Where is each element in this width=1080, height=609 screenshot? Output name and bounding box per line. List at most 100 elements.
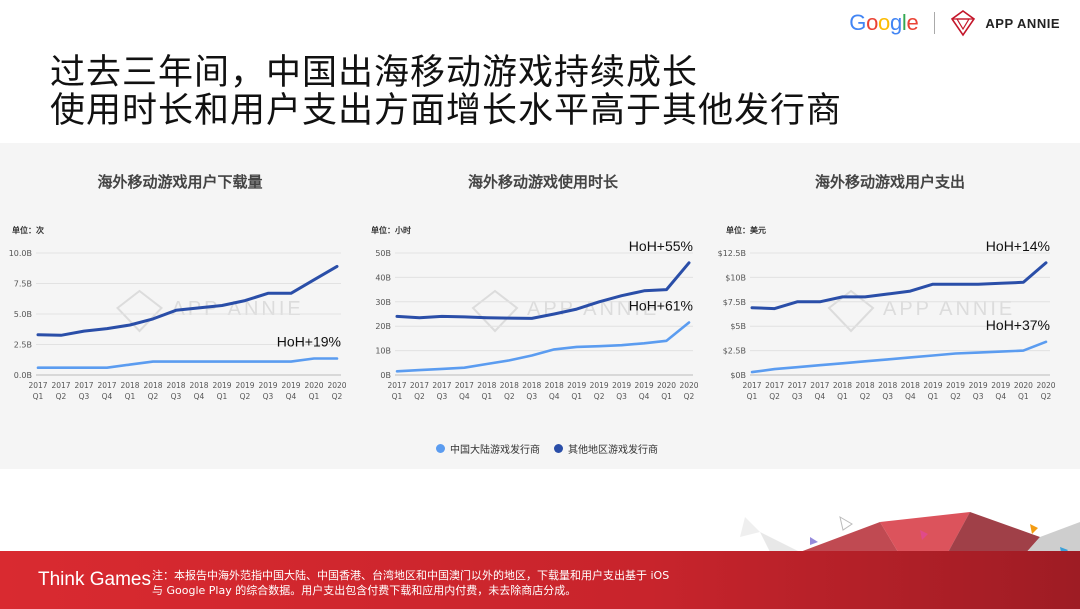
x-tick-label-year: 2018 bbox=[545, 381, 564, 390]
x-tick-label-year: 2020 bbox=[1014, 381, 1033, 390]
x-tick-label-year: 2017 bbox=[455, 381, 474, 390]
x-tick-label-quarter: Q3 bbox=[79, 392, 90, 401]
legend-label-china: 中国大陆游戏发行商 bbox=[450, 445, 540, 456]
x-tick-label-year: 2019 bbox=[635, 381, 654, 390]
x-tick-label-quarter: Q1 bbox=[1018, 392, 1029, 401]
chart-title: 海外移动游戏用户支出 bbox=[815, 173, 965, 191]
chart-annotation: HoH+55% bbox=[629, 238, 693, 254]
x-tick-label-quarter: Q3 bbox=[882, 392, 893, 401]
y-tick-label: 50B bbox=[375, 249, 391, 258]
x-tick-label-year: 2017 bbox=[788, 381, 807, 390]
chart-title: 海外移动游戏用户下载量 bbox=[97, 173, 262, 191]
x-tick-label-year: 2018 bbox=[143, 381, 162, 390]
google-logo: Google bbox=[849, 10, 918, 36]
x-tick-label-quarter: Q1 bbox=[747, 392, 758, 401]
x-tick-label-year: 2017 bbox=[51, 381, 70, 390]
chart-annotation: HoH+14% bbox=[986, 238, 1050, 254]
chart-unit-label: 单位：美元 bbox=[726, 225, 766, 235]
x-tick-label-quarter: Q2 bbox=[684, 392, 695, 401]
y-tick-label: 2.5B bbox=[14, 341, 32, 350]
x-tick-label-quarter: Q4 bbox=[286, 392, 297, 401]
google-logo-letter: o bbox=[878, 10, 890, 35]
x-tick-label-year: 2019 bbox=[946, 381, 965, 390]
x-tick-label-quarter: Q2 bbox=[240, 392, 251, 401]
y-tick-label: $7.5B bbox=[723, 298, 746, 307]
footer-note: 注：本报告中海外范指中国大陆、中国香港、台湾地区和中国澳门以外的地区，下载量和用… bbox=[152, 568, 752, 598]
x-tick-label-quarter: Q3 bbox=[616, 392, 627, 401]
x-tick-label-quarter: Q4 bbox=[549, 392, 560, 401]
y-tick-label: 30B bbox=[375, 298, 391, 307]
x-tick-label-quarter: Q2 bbox=[1041, 392, 1052, 401]
x-tick-label-year: 2019 bbox=[567, 381, 586, 390]
title-line-1: 过去三年间，中国出海移动游戏持续成长 bbox=[50, 53, 699, 93]
y-tick-label: $10B bbox=[725, 273, 746, 282]
x-tick-label-quarter: Q1 bbox=[928, 392, 939, 401]
logo-divider bbox=[934, 12, 936, 34]
series-line-other bbox=[750, 261, 1048, 311]
footer-brand: Think Games bbox=[38, 569, 151, 590]
x-tick-label-quarter: Q1 bbox=[33, 392, 44, 401]
x-tick-label-year: 2019 bbox=[969, 381, 988, 390]
x-tick-label-quarter: Q1 bbox=[571, 392, 582, 401]
x-tick-label-year: 2019 bbox=[235, 381, 254, 390]
x-tick-label-quarter: Q1 bbox=[309, 392, 320, 401]
watermark-text: APP ANNIE bbox=[883, 298, 1015, 320]
x-tick-label-year: 2020 bbox=[657, 381, 676, 390]
x-tick-label-year: 2017 bbox=[432, 381, 451, 390]
y-tick-label: 20B bbox=[375, 322, 391, 331]
x-tick-label-quarter: Q1 bbox=[837, 392, 848, 401]
x-tick-label-quarter: Q2 bbox=[148, 392, 159, 401]
x-tick-label-year: 2018 bbox=[120, 381, 139, 390]
footer-note-line-2: 与 Google Play 的综合数据。用户支出包含付费下载和应用内付费，未去除… bbox=[152, 584, 577, 597]
x-tick-label-quarter: Q4 bbox=[905, 392, 916, 401]
title-line-2: 使用时长和用户支出方面增长水平高于其他发行商 bbox=[50, 91, 843, 131]
x-tick-label-year: 2019 bbox=[612, 381, 631, 390]
x-tick-label-year: 2017 bbox=[97, 381, 116, 390]
x-tick-label-quarter: Q2 bbox=[950, 392, 961, 401]
legend-item-other: 其他地区游戏发行商 bbox=[554, 441, 658, 456]
x-tick-label-quarter: Q2 bbox=[332, 392, 343, 401]
x-tick-label-year: 2020 bbox=[304, 381, 323, 390]
x-tick-label-quarter: Q3 bbox=[171, 392, 182, 401]
watermark-logo-icon bbox=[471, 289, 519, 333]
chart-title: 海外移动游戏使用时长 bbox=[468, 173, 619, 191]
x-tick-label-quarter: Q4 bbox=[995, 392, 1006, 401]
x-tick-label-year: 2017 bbox=[765, 381, 784, 390]
x-tick-label-quarter: Q2 bbox=[860, 392, 871, 401]
x-tick-label-year: 2019 bbox=[212, 381, 231, 390]
google-logo-letter: o bbox=[866, 10, 879, 35]
google-logo-letter: g bbox=[889, 10, 902, 35]
series-line-other bbox=[395, 261, 691, 320]
series-line-other bbox=[36, 264, 339, 337]
x-tick-label-year: 2018 bbox=[189, 381, 208, 390]
x-tick-label-quarter: Q3 bbox=[437, 392, 448, 401]
y-tick-label: $0B bbox=[730, 371, 746, 380]
x-tick-label-quarter: Q1 bbox=[392, 392, 403, 401]
header-logos: Google APP ANNIE bbox=[849, 8, 1060, 38]
x-tick-label-year: 2018 bbox=[833, 381, 852, 390]
x-tick-label-year: 2019 bbox=[991, 381, 1010, 390]
x-tick-label-quarter: Q4 bbox=[639, 392, 650, 401]
chart-unit-label: 单位：小时 bbox=[371, 225, 411, 235]
x-tick-label-year: 2018 bbox=[901, 381, 920, 390]
chart-annotation: HoH+61% bbox=[629, 298, 693, 314]
series-line-china bbox=[36, 357, 339, 369]
x-tick-label-year: 2017 bbox=[387, 381, 406, 390]
x-tick-label-year: 2020 bbox=[327, 381, 346, 390]
chart-panel: APP ANNIE 海外移动游戏用户下载量 单位：次 0.0B 2.5B 5.0B 7.5B… bbox=[0, 143, 1080, 469]
y-tick-label: 5.0B bbox=[14, 310, 32, 319]
y-tick-label: $5B bbox=[730, 322, 746, 331]
x-tick-label-quarter: Q3 bbox=[792, 392, 803, 401]
legend-item-china: 中国大陆游戏发行商 bbox=[436, 441, 540, 456]
y-tick-label: 40B bbox=[375, 273, 391, 282]
y-tick-label: 7.5B bbox=[14, 280, 32, 289]
footer-note-line-1: 注：本报告中海外范指中国大陆、中国香港、台湾地区和中国澳门以外的地区，下载量和用… bbox=[152, 569, 670, 582]
chart-annotation: HoH+19% bbox=[277, 334, 341, 350]
google-logo-letter: l bbox=[901, 10, 907, 35]
x-tick-label-year: 2017 bbox=[28, 381, 47, 390]
x-tick-label-quarter: Q1 bbox=[482, 392, 493, 401]
x-tick-label-quarter: Q3 bbox=[263, 392, 274, 401]
y-tick-label: $12.5B bbox=[718, 249, 746, 258]
x-tick-label-quarter: Q1 bbox=[217, 392, 228, 401]
